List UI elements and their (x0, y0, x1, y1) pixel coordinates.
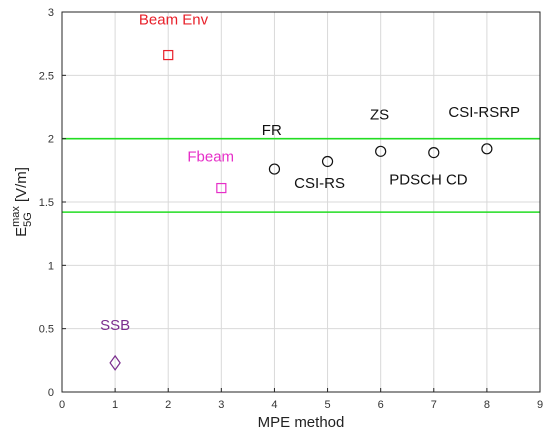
point-label: SSB (100, 317, 130, 334)
svg-text:E5Gmax[V/m]: E5Gmax [V/m] (10, 167, 34, 237)
point-label: Fbeam (187, 148, 234, 165)
x-axis-label: MPE method (258, 414, 345, 431)
y-tick-label: 1.5 (39, 197, 54, 209)
y-axis-label-superscript: max (10, 206, 22, 227)
y-tick-label: 0 (48, 387, 54, 399)
y-tick-label: 3 (48, 7, 54, 19)
x-tick-label: 3 (218, 399, 224, 411)
grid-lines (61, 11, 541, 393)
reference-lines (62, 137, 540, 213)
data-point-square (216, 182, 227, 194)
data-point-circle (268, 163, 281, 175)
y-tick-label: 2.5 (39, 70, 54, 82)
x-tick-label: 8 (484, 399, 490, 411)
point-annotations: SSB Beam Env Fbeam FR CSI-RS ZS PDSCH CD CSI-RS… (100, 12, 520, 334)
data-point-diamond (109, 354, 121, 371)
x-tick-label: 4 (271, 399, 277, 411)
x-tick-label: 7 (431, 399, 437, 411)
point-label: ZS (370, 107, 389, 124)
x-tick-label: 9 (537, 399, 543, 411)
point-label: Beam Env (139, 12, 209, 29)
data-point-circle (321, 155, 334, 168)
x-tick-label: 2 (165, 399, 171, 411)
data-point-circle (428, 147, 440, 159)
x-tick-label: 1 (112, 399, 118, 411)
y-axis-label-base: E (13, 227, 30, 237)
y-tick-label: 2 (48, 134, 54, 146)
axis-ticks: 0 1 2 3 4 5 6 7 8 9 0 0.5 1 1.5 2 2.5 3 (39, 7, 543, 411)
data-markers (109, 49, 493, 371)
y-tick-label: 1 (48, 260, 54, 272)
data-point-square (163, 49, 174, 61)
point-label: PDSCH CD (389, 171, 468, 188)
y-axis-label: E5Gmax [V/m] (10, 167, 34, 237)
data-point-circle (481, 143, 493, 155)
point-label: CSI-RSRP (448, 104, 520, 121)
y-axis-label-subscript: 5G (22, 212, 34, 227)
data-point-circle (375, 145, 387, 157)
y-axis-label-unit: [V/m] (13, 167, 30, 202)
point-label: FR (262, 122, 282, 139)
x-tick-label: 0 (59, 399, 65, 411)
x-tick-label: 5 (324, 399, 330, 411)
point-label: CSI-RS (294, 175, 345, 192)
y-tick-label: 0.5 (39, 324, 54, 336)
x-tick-label: 6 (378, 399, 384, 411)
